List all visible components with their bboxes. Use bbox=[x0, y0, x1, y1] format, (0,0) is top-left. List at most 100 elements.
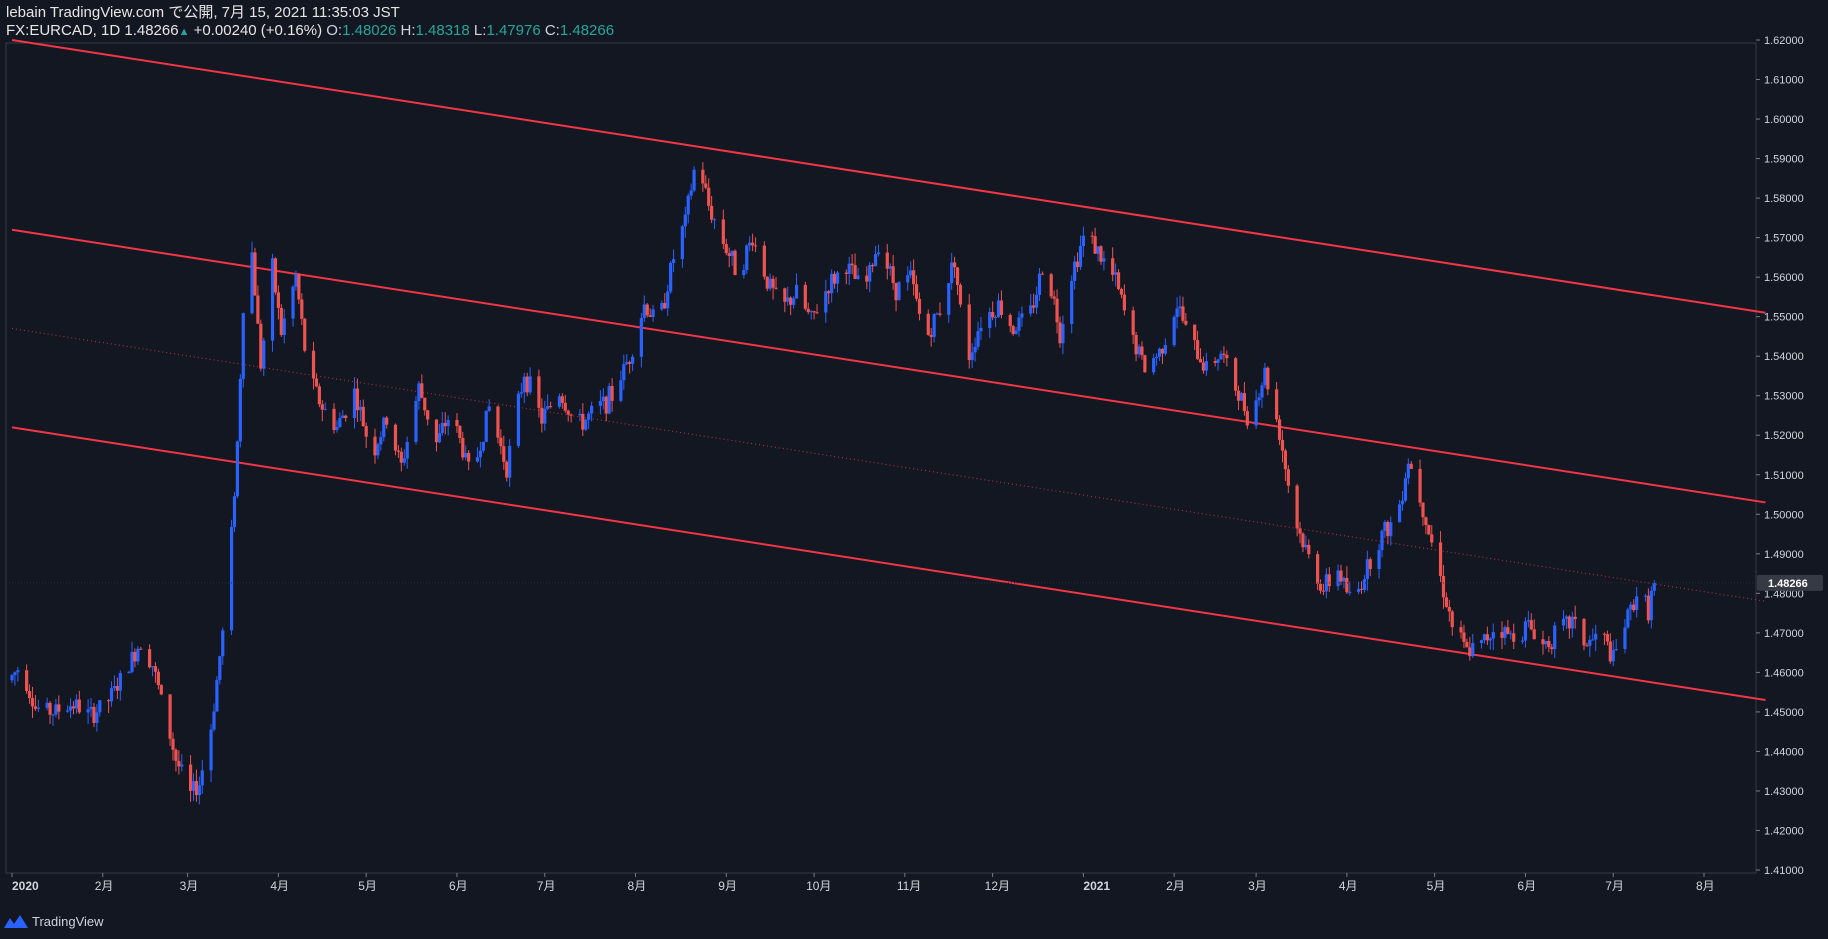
candle bbox=[909, 261, 913, 279]
candle bbox=[455, 413, 459, 434]
candle bbox=[273, 257, 278, 295]
time-axis[interactable]: 2020 2月 3月 4月 5月 6月 7月 8月 9月 10月 11月 12月 2021 2月 3月 4月 5… bbox=[11, 873, 1715, 893]
candle bbox=[1193, 324, 1197, 350]
candle bbox=[1564, 615, 1569, 630]
candle bbox=[338, 412, 342, 429]
channel-line-middle[interactable] bbox=[11, 228, 1766, 504]
price-tick-label: 1.61000 bbox=[1764, 75, 1804, 87]
candle bbox=[200, 759, 204, 794]
candle bbox=[1377, 543, 1381, 579]
candle bbox=[999, 290, 1004, 319]
channel-centerline[interactable] bbox=[11, 328, 1766, 602]
price-tick-label: 1.52000 bbox=[1764, 430, 1804, 442]
candle bbox=[1397, 499, 1402, 523]
candle bbox=[335, 420, 339, 433]
candle bbox=[1450, 610, 1454, 636]
candle bbox=[516, 390, 521, 449]
candle bbox=[180, 754, 184, 772]
candle bbox=[496, 405, 500, 444]
tradingview-logo-icon bbox=[4, 915, 28, 928]
plot-border bbox=[5, 42, 1757, 874]
price-change: +0.00240 (+0.16%) bbox=[193, 22, 323, 39]
candle bbox=[967, 294, 971, 369]
candle bbox=[440, 411, 444, 436]
candle bbox=[704, 175, 708, 190]
candle bbox=[730, 250, 734, 266]
candle bbox=[1257, 392, 1261, 407]
time-tick-label: 3月 bbox=[180, 879, 199, 893]
candle bbox=[197, 776, 201, 805]
candle bbox=[762, 241, 766, 280]
candle bbox=[1465, 638, 1469, 648]
candle bbox=[1418, 459, 1422, 507]
last-price: 1.48266 bbox=[124, 22, 179, 39]
candle bbox=[71, 701, 76, 715]
candle bbox=[528, 367, 532, 395]
candle bbox=[379, 431, 383, 451]
candle bbox=[1447, 599, 1451, 622]
candle bbox=[827, 289, 831, 305]
ohlc-line: FX:EURCAD, 1D 1.48266▲ +0.00240 (+0.16%)… bbox=[6, 22, 1766, 41]
candle bbox=[1298, 521, 1302, 544]
candle bbox=[973, 337, 977, 362]
candle bbox=[133, 648, 137, 668]
price-tick-label: 1.47000 bbox=[1764, 628, 1804, 640]
candle bbox=[630, 354, 635, 372]
candle bbox=[1544, 640, 1548, 649]
candle bbox=[671, 249, 676, 272]
candle bbox=[666, 284, 670, 316]
close-value: 1.48266 bbox=[559, 22, 615, 39]
candle bbox=[885, 244, 889, 280]
candle bbox=[560, 393, 564, 409]
candle bbox=[1017, 311, 1021, 337]
candle bbox=[1591, 628, 1595, 641]
candle bbox=[396, 445, 401, 458]
candle bbox=[171, 732, 175, 761]
candle bbox=[1550, 643, 1554, 655]
candle bbox=[832, 271, 837, 289]
candle bbox=[710, 195, 714, 224]
candle bbox=[1421, 502, 1425, 526]
channel-line-upper[interactable] bbox=[11, 39, 1766, 314]
candle bbox=[917, 292, 922, 321]
channel-lines[interactable] bbox=[11, 39, 1766, 702]
candle bbox=[276, 285, 280, 320]
candle bbox=[1356, 581, 1361, 595]
candle bbox=[1225, 350, 1229, 367]
candle bbox=[1020, 306, 1024, 327]
candle bbox=[663, 293, 667, 310]
candle bbox=[30, 686, 35, 718]
candle bbox=[1078, 235, 1083, 270]
price-axis[interactable]: 1.41000 1.42000 1.43000 1.44000 1.45000 1.460… bbox=[1756, 35, 1804, 877]
candle bbox=[1541, 630, 1545, 655]
footer: TradingView bbox=[4, 910, 104, 932]
candle bbox=[1547, 636, 1551, 653]
candle bbox=[1321, 583, 1326, 596]
candle bbox=[1219, 350, 1223, 360]
candle bbox=[1318, 579, 1323, 594]
channel-line-lower[interactable] bbox=[11, 426, 1766, 702]
candle bbox=[399, 447, 403, 472]
candle bbox=[1160, 348, 1165, 365]
candle bbox=[914, 275, 919, 302]
candle bbox=[712, 218, 717, 229]
candle bbox=[1509, 630, 1513, 640]
candle bbox=[221, 627, 225, 665]
candle bbox=[191, 773, 196, 801]
candle bbox=[317, 383, 321, 408]
price-tick-label: 1.45000 bbox=[1764, 707, 1804, 719]
candle bbox=[1301, 532, 1305, 553]
price-tick-label: 1.58000 bbox=[1764, 193, 1804, 205]
candle bbox=[753, 237, 758, 253]
candle bbox=[970, 343, 974, 368]
open-label: O: bbox=[326, 22, 343, 39]
time-tick-label: 2月 bbox=[95, 879, 114, 893]
candle bbox=[109, 681, 114, 707]
candle bbox=[279, 304, 283, 337]
candle bbox=[745, 244, 749, 274]
candle bbox=[314, 373, 319, 388]
candle bbox=[1052, 290, 1056, 305]
candle bbox=[1119, 287, 1124, 299]
candle bbox=[1635, 586, 1639, 618]
